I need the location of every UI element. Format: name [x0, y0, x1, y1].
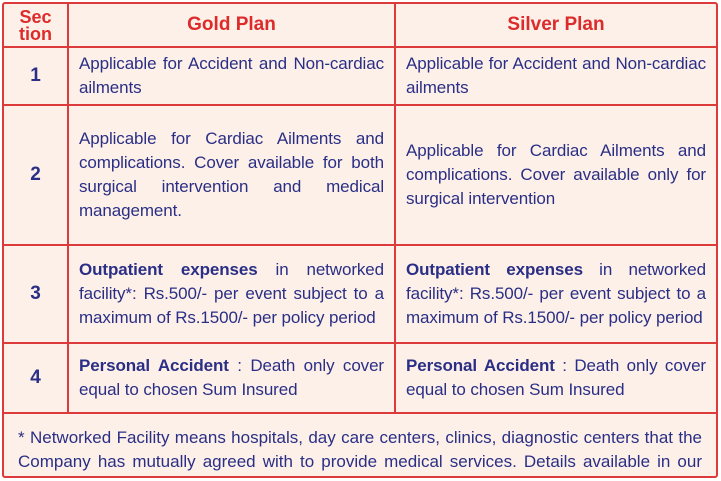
silver-plan-cell: Outpatient expenses in networked facilit… — [394, 244, 716, 344]
section-number: 4 — [4, 342, 69, 414]
gold-plan-cell: Outpatient expenses in networked facilit… — [67, 244, 396, 344]
section-number: 2 — [4, 104, 69, 246]
gold-plan-cell: Personal Accident : Death only cover equ… — [67, 342, 396, 414]
silver-plan-cell-text: : Death only cover equal to chosen Sum I… — [406, 356, 706, 399]
plan-comparison-table: Sec tion Gold Plan Silver Plan 1 Applica… — [4, 4, 716, 414]
gold-plan-cell-heading: Personal Accident — [79, 356, 229, 375]
section-column-header: Sec tion — [4, 4, 69, 48]
silver-plan-cell-heading: Outpatient expenses — [406, 260, 583, 279]
gold-plan-cell-text: in networked facility*: Rs.500/- per eve… — [79, 260, 385, 327]
section-header-line1: Sec — [19, 7, 52, 27]
section-number: 3 — [4, 244, 69, 344]
gold-plan-cell: Applicable for Accident and Non-cardiac … — [67, 46, 396, 106]
section-number: 1 — [4, 46, 69, 106]
silver-plan-column-header: Silver Plan — [394, 4, 716, 48]
table-header-row: Sec tion Gold Plan Silver Plan — [4, 4, 716, 48]
gold-plan-cell-text: : Death only cover equal to chosen Sum I… — [79, 356, 384, 399]
table-row: 3 Outpatient expenses in networked facil… — [4, 244, 716, 344]
gold-plan-cell: Applicable for Cardiac Ailments and comp… — [67, 104, 396, 246]
gold-plan-cell-heading: Outpatient expenses — [79, 260, 258, 279]
silver-plan-cell-heading: Personal Accident — [406, 356, 555, 375]
section-header-line2: tion — [19, 24, 52, 44]
gold-plan-column-header: Gold Plan — [67, 4, 396, 48]
silver-plan-cell: Personal Accident : Death only cover equ… — [394, 342, 716, 414]
networked-facility-footnote: * Networked Facility means hospitals, da… — [18, 428, 702, 471]
silver-plan-cell: Applicable for Accident and Non-cardiac … — [394, 46, 716, 106]
table-row: 4 Personal Accident : Death only cover e… — [4, 342, 716, 414]
table-row: 2 Applicable for Cardiac Ailments and co… — [4, 104, 716, 246]
table-row: 1 Applicable for Accident and Non-cardia… — [4, 46, 716, 106]
silver-plan-cell-text: in networked facility*: Rs.500/- per eve… — [406, 260, 706, 327]
silver-plan-cell: Applicable for Cardiac Ailments and comp… — [394, 104, 716, 246]
